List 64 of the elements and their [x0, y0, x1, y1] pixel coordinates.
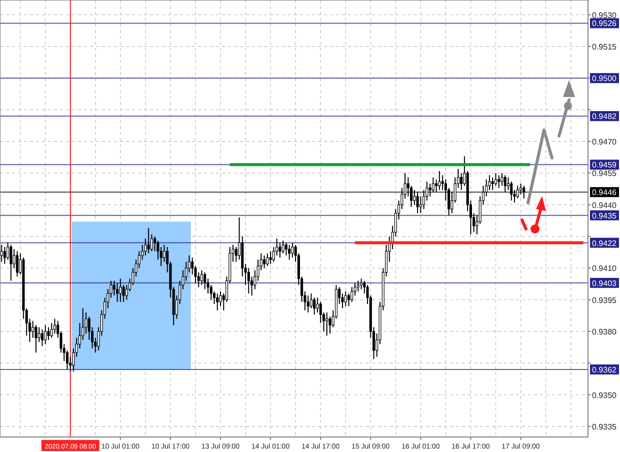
- candlestick: [47, 326, 50, 340]
- candlestick: [360, 278, 363, 290]
- candlestick: [350, 286, 354, 302]
- y-tick-label: 0.9440: [592, 200, 618, 210]
- ref-line-label: 0.9435: [592, 211, 618, 220]
- candlestick: [216, 292, 219, 311]
- candlestick: [200, 270, 204, 286]
- ref-line-label: 0.9459: [592, 160, 618, 170]
- candlestick: [344, 290, 347, 307]
- ref-line-label: 0.9422: [592, 238, 618, 248]
- candlestick: [356, 280, 360, 292]
- y-tick-label: 0.9395: [592, 296, 618, 305]
- candlestick: [247, 268, 250, 294]
- candlestick: [266, 252, 269, 266]
- ref-line-label: 0.9403: [592, 278, 618, 288]
- candlestick: [147, 228, 150, 254]
- candlestick: [204, 272, 206, 290]
- candlestick: [269, 250, 272, 264]
- candlestick: [10, 244, 12, 282]
- candlestick: [313, 297, 316, 316]
- y-tick-label: 0.9350: [592, 390, 618, 400]
- candlestick: [306, 295, 310, 313]
- candlestick: [234, 246, 238, 262]
- ref-line-label: 0.9446: [592, 188, 618, 198]
- candlestick: [40, 328, 44, 347]
- candlestick: [328, 316, 332, 334]
- candlestick: [278, 242, 282, 258]
- candlestick: [44, 324, 47, 345]
- candlestick: [50, 322, 53, 338]
- candlestick: [162, 244, 166, 262]
- candlestick: [284, 242, 288, 256]
- candlestick: [219, 290, 222, 307]
- y-tick-label: 0.9410: [592, 264, 618, 274]
- ref-line-label: 0.9482: [592, 112, 618, 122]
- candlestick: [498, 174, 500, 188]
- candlestick: [119, 278, 122, 302]
- ref-line-label: 0.9362: [592, 365, 618, 374]
- y-tick-label: 0.9455: [592, 169, 618, 178]
- candlestick: [34, 324, 38, 354]
- candlestick: [316, 297, 319, 313]
- ref-line-label: 0.9526: [592, 19, 618, 28]
- candlestick: [53, 318, 56, 334]
- candlestick: [288, 244, 291, 260]
- y-tick-label: 0.9530: [592, 10, 618, 20]
- candlestick: [494, 172, 498, 186]
- candlestick: [6, 242, 10, 260]
- candlestick: [326, 312, 328, 336]
- candlestick: [116, 282, 119, 302]
- candlestick: [38, 326, 40, 342]
- y-tick-label: 0.9515: [592, 42, 618, 52]
- y-tick-label: 0.9335: [592, 422, 618, 432]
- candlestick: [263, 254, 266, 269]
- candlestick: [3, 246, 6, 264]
- candlestick: [500, 172, 504, 186]
- candlestick: [32, 320, 34, 338]
- candlestick: [282, 240, 284, 254]
- candlestick: [291, 242, 294, 258]
- y-tick-label: 0.9380: [592, 327, 618, 336]
- y-tick-label: 0.9470: [592, 137, 618, 146]
- candlestick: [347, 292, 350, 307]
- candlestick: [310, 292, 312, 309]
- candlestick: [12, 248, 16, 269]
- candlestick: [16, 250, 18, 278]
- ref-line-label: 0.9500: [592, 74, 618, 84]
